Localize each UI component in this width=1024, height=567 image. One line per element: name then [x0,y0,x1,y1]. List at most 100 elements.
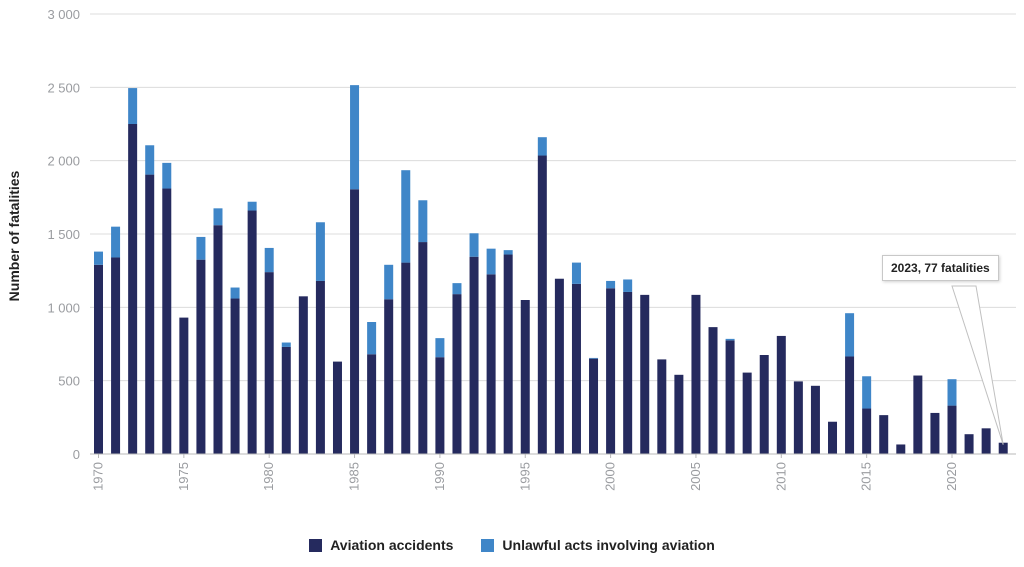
bar-accidents-2008 [742,372,752,454]
bar-accidents-1970 [94,264,103,454]
x-tick-label-2005: 2005 [688,462,703,491]
bars [94,85,1008,454]
bar-accidents-2017 [896,444,906,454]
annotation-2023: 2023, 77 fatalities [882,255,999,281]
bar-unlawful-1974 [162,162,172,189]
bar-accidents-1980 [264,272,274,454]
bar-unlawful-1991 [452,283,462,295]
bar-unlawful-2014 [845,313,855,357]
legend-item-accidents: Aviation accidents [309,537,453,553]
bar-unlawful-1971 [111,226,121,258]
bar-accidents-1988 [401,262,411,454]
bar-unlawful-1972 [128,88,138,124]
bar-accidents-1999 [589,358,599,454]
x-tick-label-1970: 1970 [91,462,106,491]
bar-accidents-1984 [332,361,342,454]
bar-unlawful-1988 [401,170,411,263]
bar-accidents-2001 [623,291,633,454]
bar-accidents-1977 [213,225,223,454]
bar-accidents-1971 [111,257,121,454]
bar-accidents-1973 [145,174,155,454]
bar-accidents-1998 [571,283,581,454]
x-tick-label-2020: 2020 [944,462,959,491]
bar-unlawful-1973 [145,145,155,175]
y-axis-ticks: 0 500 1 000 1 500 2 000 2 500 3 000 [47,7,80,462]
legend: Aviation accidents Unlawful acts involvi… [0,537,1024,553]
bar-unlawful-1987 [384,264,394,300]
bar-unlawful-1989 [418,200,428,243]
bar-unlawful-1992 [469,233,479,257]
bar-accidents-2023 [998,442,1008,454]
bar-accidents-1981 [281,346,291,454]
bar-accidents-1991 [452,294,462,454]
bar-accidents-2011 [793,381,803,454]
bar-accidents-1990 [435,357,445,454]
bar-accidents-1997 [554,278,564,454]
bar-unlawful-2000 [606,280,616,289]
legend-item-unlawful: Unlawful acts involving aviation [481,537,715,553]
bar-unlawful-1996 [537,137,547,156]
y-tick-label-0: 0 [73,447,80,462]
bar-accidents-1983 [315,280,325,454]
x-tick-label-2010: 2010 [773,462,788,491]
x-tick-label-1990: 1990 [432,462,447,491]
bar-unlawful-1981 [281,342,291,347]
bar-accidents-1995 [520,300,530,454]
bar-unlawful-1983 [315,222,325,281]
bar-unlawful-1979 [247,201,257,211]
bar-unlawful-1985 [350,85,360,190]
legend-label-accidents: Aviation accidents [330,537,454,553]
bar-accidents-1993 [486,274,496,454]
bar-accidents-2010 [776,335,786,454]
bar-unlawful-1978 [230,287,240,299]
bar-unlawful-1993 [486,248,496,275]
x-tick-label-2000: 2000 [603,462,618,491]
bar-accidents-1979 [247,210,257,454]
bar-unlawful-1998 [571,262,581,284]
bar-accidents-2022 [981,428,991,454]
bar-unlawful-1994 [503,250,513,255]
bar-unlawful-1980 [264,247,274,273]
bar-accidents-2003 [657,359,667,454]
y-tick-label-500: 500 [58,374,80,389]
bar-accidents-2002 [640,294,650,454]
bar-accidents-1972 [128,124,138,454]
gridlines [90,13,1016,382]
legend-swatch-unlawful [481,538,495,552]
bar-unlawful-1976 [196,236,206,260]
bar-accidents-2006 [708,327,718,454]
y-tick-label-3000: 3 000 [47,7,80,22]
bar-unlawful-2001 [623,279,633,292]
bar-accidents-2020 [947,405,957,454]
bar-unlawful-2015 [862,376,872,409]
bar-unlawful-2007 [725,338,735,341]
x-tick-label-2015: 2015 [859,462,874,491]
bar-accidents-2019 [930,412,940,454]
bar-accidents-1976 [196,259,206,454]
bar-accidents-2007 [725,340,735,454]
legend-label-unlawful: Unlawful acts involving aviation [502,537,715,553]
bar-accidents-1978 [230,298,240,454]
bar-unlawful-1999 [589,357,599,359]
annotation-pointer [951,285,1004,445]
bar-accidents-1986 [367,354,377,454]
bar-accidents-2015 [862,408,872,454]
bar-accidents-1985 [350,189,360,454]
legend-swatch-accidents [309,538,323,552]
y-tick-label-2500: 2 500 [47,80,80,95]
bar-accidents-1982 [298,296,308,454]
x-tick-label-1995: 1995 [517,462,532,491]
x-axis-ticks: 1970 1975 1980 1985 1990 1995 2000 2005 2010 2015… [91,454,959,491]
bar-accidents-2013 [828,421,838,454]
x-tick-label-1985: 1985 [347,462,362,491]
x-tick-label-1980: 1980 [261,462,276,491]
bar-accidents-1987 [384,299,394,454]
bar-unlawful-2020 [947,379,957,406]
y-tick-label-2000: 2 000 [47,154,80,169]
bar-accidents-2021 [964,434,974,454]
x-tick-label-1975: 1975 [176,462,191,491]
bar-accidents-2016 [879,415,889,454]
bar-accidents-2005 [691,294,701,454]
bar-unlawful-1990 [435,338,445,358]
bar-unlawful-1986 [367,322,377,355]
